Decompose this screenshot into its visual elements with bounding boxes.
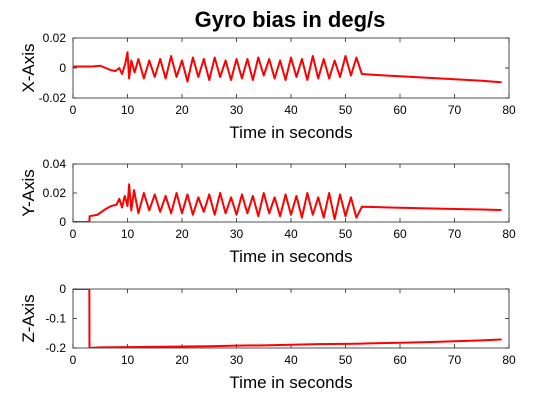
x-tick-label: 30	[230, 227, 244, 241]
x-tick-label: 50	[339, 227, 353, 241]
x-tick-label: 50	[339, 353, 353, 367]
x-tick-label: 80	[502, 353, 516, 367]
x-tick-label: 30	[230, 103, 244, 117]
y-axis-label: X-Axis	[19, 43, 38, 92]
x-tick-label: 70	[448, 227, 462, 241]
x-tick-label: 60	[393, 353, 407, 367]
x-tick-label: 70	[448, 353, 462, 367]
x-tick-label: 10	[121, 227, 135, 241]
y-tick-label: 0.02	[43, 186, 67, 200]
x-axis-label: Time in seconds	[229, 373, 352, 392]
x-tick-label: 10	[121, 103, 135, 117]
figure-title: Gyro bias in deg/s	[195, 7, 386, 32]
x-tick-label: 50	[339, 103, 353, 117]
x-tick-label: 20	[175, 227, 189, 241]
x-tick-label: 40	[284, 353, 298, 367]
x-tick-label: 80	[502, 227, 516, 241]
y-tick-label: -0.1	[45, 312, 66, 326]
y-tick-label: 0.02	[43, 31, 67, 45]
data-series-1	[73, 289, 502, 348]
x-tick-label: 0	[70, 353, 77, 367]
x-tick-label: 60	[393, 227, 407, 241]
x-tick-label: 20	[175, 353, 189, 367]
x-tick-label: 70	[448, 103, 462, 117]
y-tick-label: 0	[59, 61, 66, 75]
x-tick-label: 0	[70, 227, 77, 241]
x-tick-label: 20	[175, 103, 189, 117]
x-tick-label: 60	[393, 103, 407, 117]
y-tick-label: -0.2	[45, 341, 66, 355]
y-axis-label: Y-Axis	[19, 169, 38, 217]
x-tick-label: 40	[284, 103, 298, 117]
x-tick-label: 80	[502, 103, 516, 117]
subplot-3: 0 10 20 30 40 50 60 70 80 0 -0.1 -0.2 Time in second…	[19, 282, 516, 392]
data-series-1	[73, 51, 502, 84]
axes-box	[72, 288, 510, 349]
y-axis-label: Z-Axis	[19, 294, 38, 342]
x-axis-label: Time in seconds	[229, 247, 352, 266]
y-tick-label: 0	[59, 215, 66, 229]
subplot-2: 0 10 20 30 40 50 60 70 80 0.04 0.02 0 Time in second…	[19, 157, 516, 266]
y-tick-label: 0	[59, 282, 66, 296]
x-tick-label: 10	[121, 353, 135, 367]
x-tick-label: 0	[70, 103, 77, 117]
x-tick-label: 30	[230, 353, 244, 367]
x-axis-label: Time in seconds	[229, 123, 352, 142]
axes-box	[72, 37, 510, 99]
y-tick-label: 0.04	[43, 157, 67, 171]
data-series-1	[73, 183, 502, 222]
x-tick-label: 40	[284, 227, 298, 241]
y-tick-label: -0.02	[39, 91, 67, 105]
